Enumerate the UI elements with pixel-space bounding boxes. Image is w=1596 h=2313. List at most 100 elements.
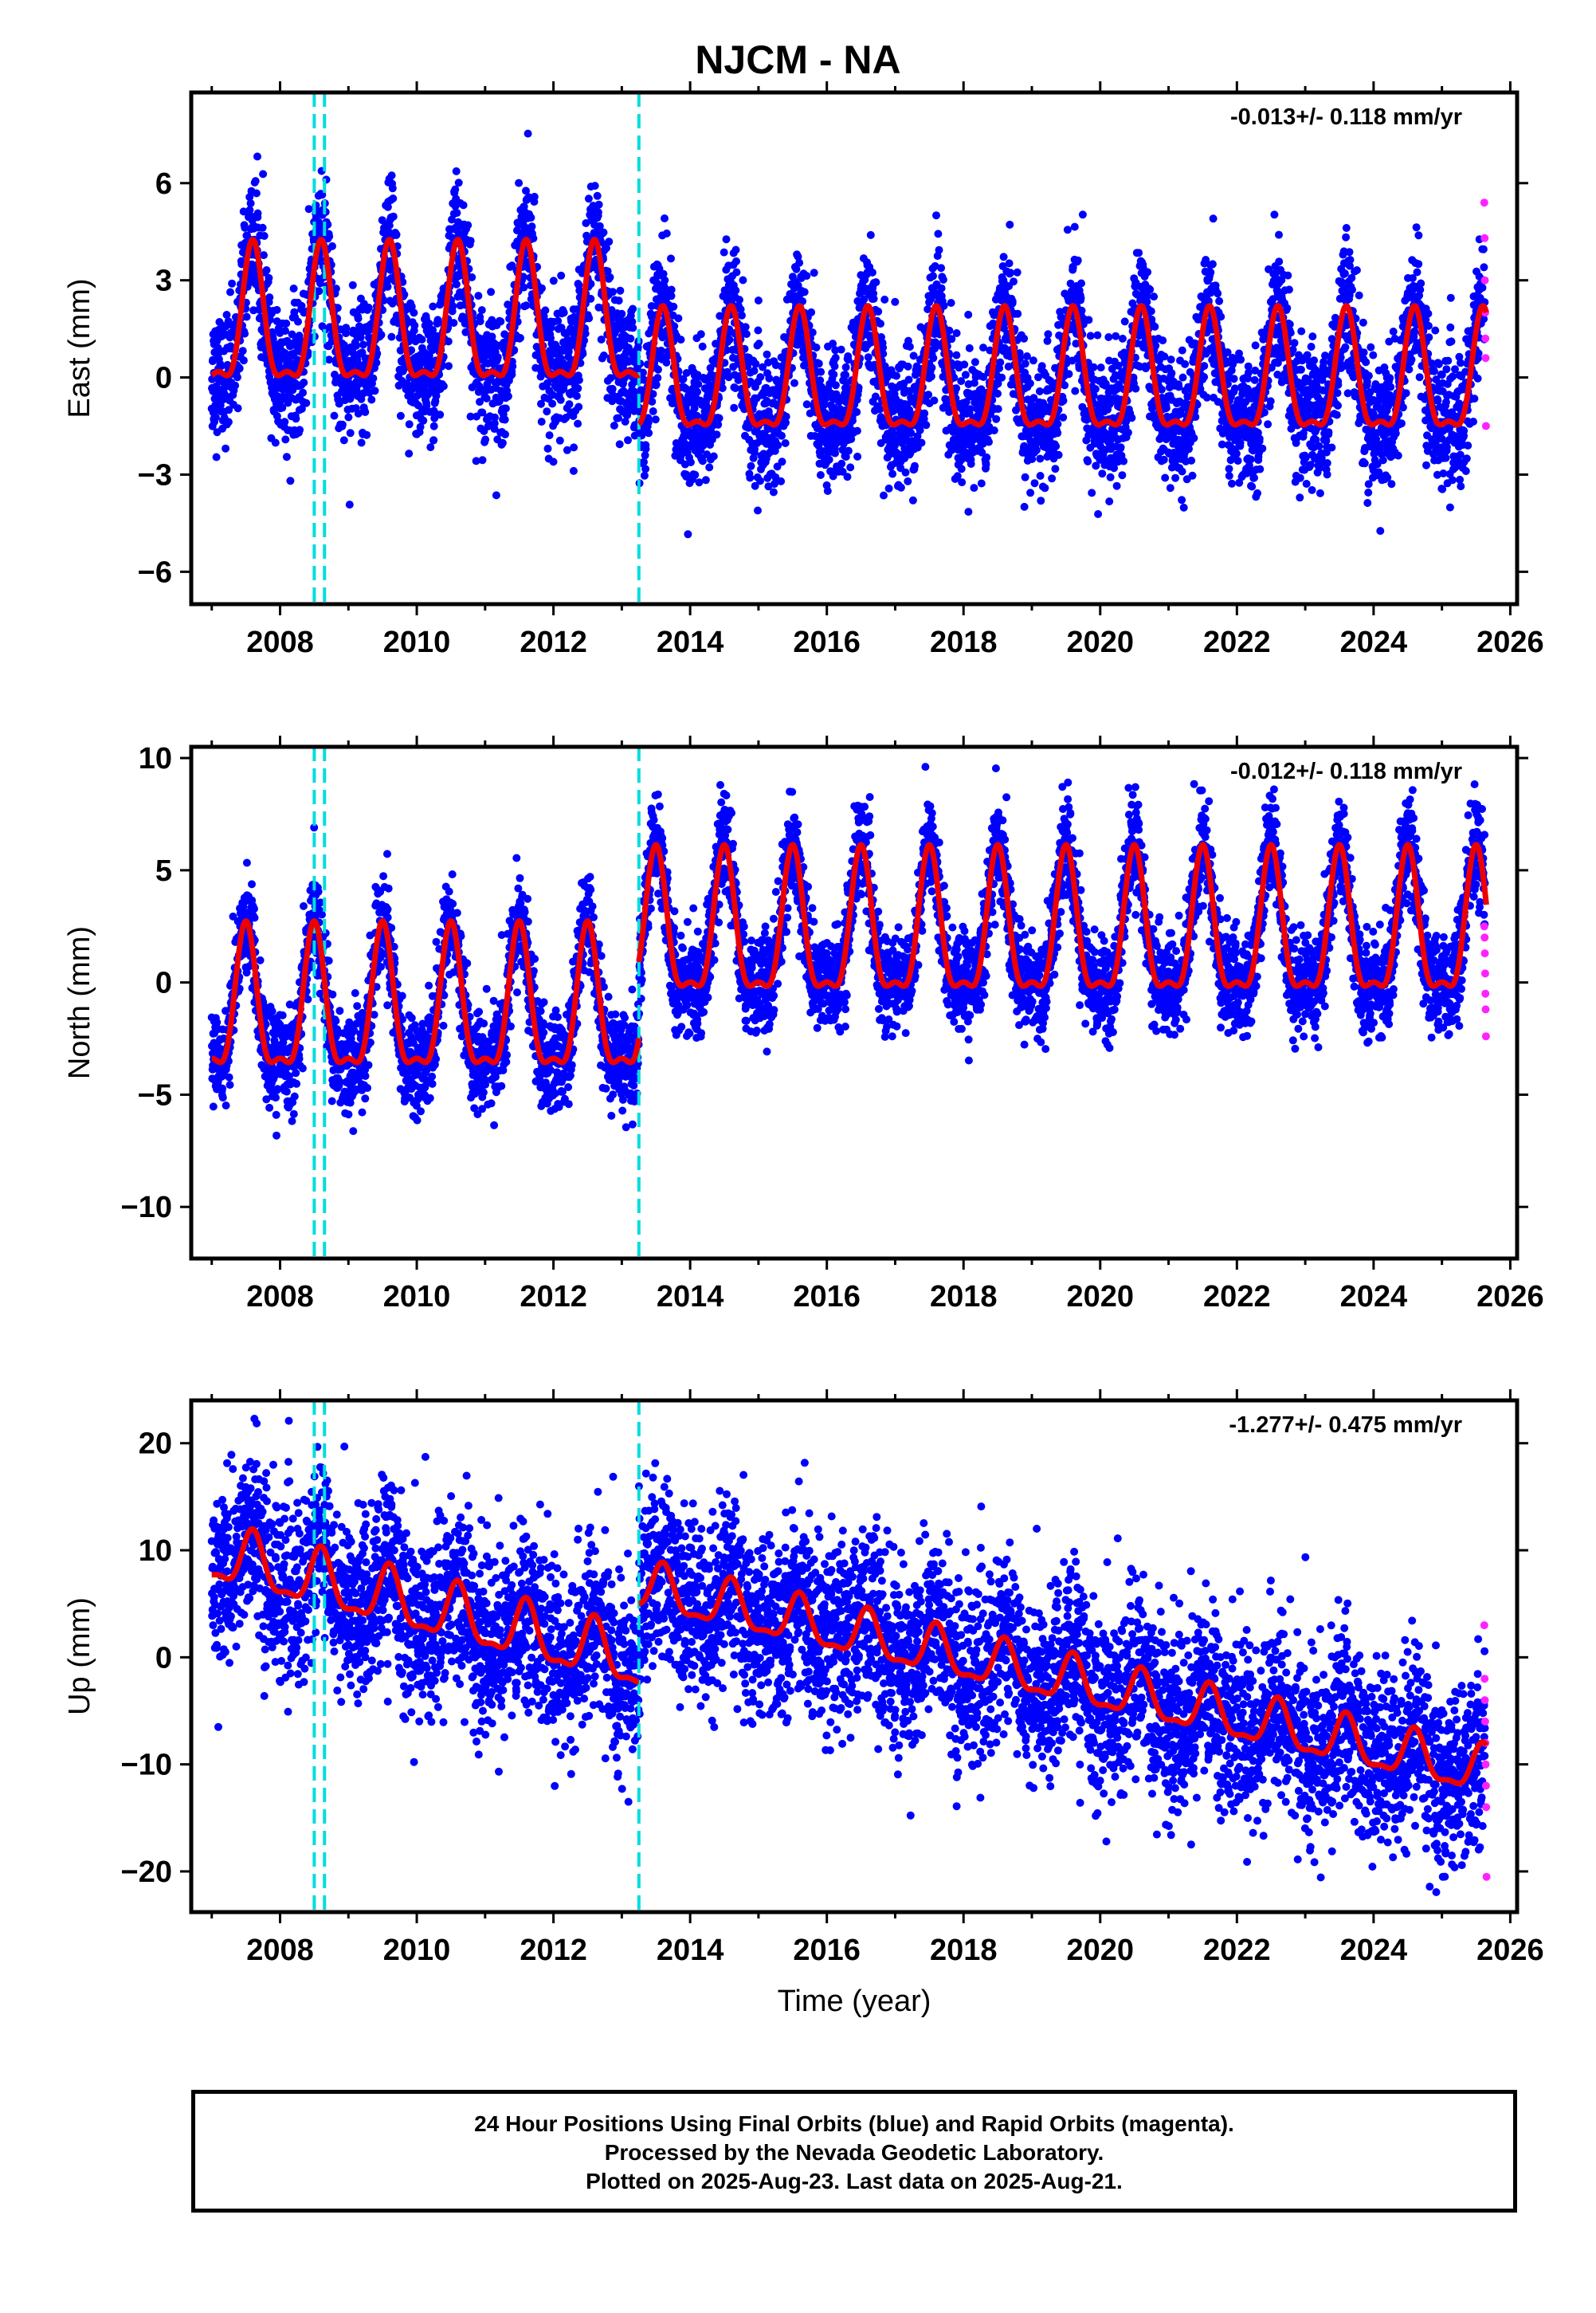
data-point xyxy=(1036,454,1045,463)
data-point xyxy=(751,359,760,368)
data-point xyxy=(289,285,298,293)
data-point xyxy=(241,223,249,232)
data-point xyxy=(1204,296,1213,305)
data-point xyxy=(1200,362,1209,371)
data-point xyxy=(871,392,880,401)
data-point xyxy=(1048,474,1057,483)
data-point xyxy=(566,342,574,351)
data-point xyxy=(281,327,289,336)
data-point xyxy=(530,192,539,201)
data-point xyxy=(1076,293,1085,302)
data-point xyxy=(584,194,593,203)
data-point xyxy=(1008,297,1017,306)
data-point xyxy=(251,177,260,186)
data-point xyxy=(880,491,888,500)
data-point xyxy=(273,305,281,314)
panel-east: 2008 2010 2012 2014 2016 2018 2020 2022 2024 2026… xyxy=(63,81,1544,659)
data-point xyxy=(640,457,648,466)
data-point xyxy=(932,211,940,220)
data-point xyxy=(545,431,554,440)
data-point xyxy=(1069,263,1077,272)
data-point xyxy=(626,334,635,343)
data-point xyxy=(648,397,657,406)
data-point xyxy=(238,347,247,355)
data-point xyxy=(594,208,602,217)
data-point xyxy=(488,316,496,324)
data-point xyxy=(1158,385,1166,394)
data-point xyxy=(369,374,378,383)
data-point xyxy=(977,479,986,488)
data-point xyxy=(964,310,973,319)
data-point xyxy=(508,370,516,379)
data-point xyxy=(1127,414,1136,422)
data-point xyxy=(315,287,324,296)
data-point xyxy=(1131,384,1140,393)
data-point xyxy=(1010,277,1018,286)
data-point xyxy=(572,391,581,400)
data-point xyxy=(1091,385,1100,394)
data-point xyxy=(1077,279,1085,288)
data-point xyxy=(606,273,614,281)
data-point xyxy=(260,232,269,240)
data-point xyxy=(1028,407,1037,416)
data-point xyxy=(750,367,759,375)
data-point xyxy=(698,457,707,465)
data-point xyxy=(837,345,845,354)
data-point xyxy=(908,496,917,505)
plot-area xyxy=(207,92,1490,604)
data-point xyxy=(477,306,486,315)
data-point xyxy=(1025,379,1034,387)
data-point xyxy=(782,412,790,421)
data-point xyxy=(271,438,280,447)
data-point xyxy=(1026,489,1035,497)
data-point xyxy=(389,212,398,221)
data-point xyxy=(452,280,461,289)
data-point xyxy=(359,389,368,398)
data-point xyxy=(659,269,668,278)
data-point xyxy=(637,386,645,395)
data-point xyxy=(569,466,578,475)
data-point xyxy=(279,385,288,394)
data-point xyxy=(905,343,914,351)
data-point xyxy=(953,472,962,481)
data-point xyxy=(344,413,353,422)
data-point xyxy=(960,360,969,369)
data-point xyxy=(520,283,528,292)
data-point xyxy=(389,194,398,202)
data-point xyxy=(352,341,360,350)
data-point xyxy=(879,344,888,352)
data-point xyxy=(651,415,660,424)
data-point xyxy=(716,312,724,320)
data-point xyxy=(647,302,656,310)
data-point xyxy=(694,380,703,388)
data-point xyxy=(884,484,893,493)
data-point xyxy=(989,319,998,328)
data-point xyxy=(537,418,546,426)
data-point xyxy=(876,405,884,414)
data-point xyxy=(1028,455,1037,463)
data-point xyxy=(831,381,840,390)
data-point xyxy=(794,253,802,261)
data-point xyxy=(1104,333,1113,341)
data-point xyxy=(1071,387,1080,395)
data-point xyxy=(524,129,532,138)
data-point xyxy=(1020,334,1029,343)
data-point xyxy=(829,340,837,348)
data-point xyxy=(253,209,262,218)
data-point xyxy=(356,333,365,342)
data-point xyxy=(892,371,900,380)
data-point xyxy=(1105,497,1114,506)
data-point xyxy=(1051,465,1060,473)
data-point xyxy=(1190,434,1198,442)
data-point xyxy=(1063,226,1072,234)
data-point xyxy=(817,367,825,376)
data-point xyxy=(866,230,875,239)
data-point xyxy=(498,438,507,447)
data-point xyxy=(1084,316,1093,324)
data-point xyxy=(464,221,473,230)
data-point xyxy=(1185,445,1193,454)
data-point xyxy=(778,431,786,440)
data-point xyxy=(1147,307,1155,316)
data-point xyxy=(701,476,710,485)
